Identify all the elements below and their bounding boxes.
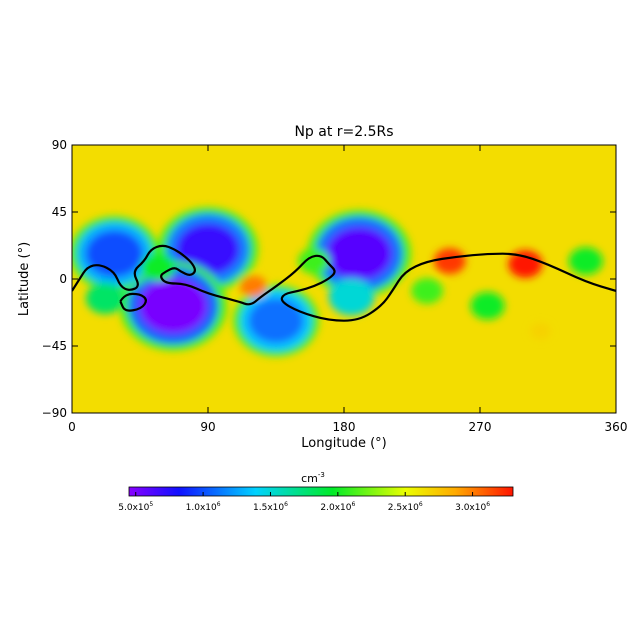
x-tick-label: 180 (333, 420, 356, 434)
density-feature-core (297, 248, 330, 275)
neutral-line-main (72, 244, 616, 322)
density-feature-core (248, 298, 304, 343)
x-tick-label: 90 (200, 420, 215, 434)
density-feature (239, 275, 267, 298)
density-feature (568, 247, 603, 275)
density-feature (233, 284, 319, 357)
density-feature-core (568, 247, 603, 275)
density-feature (508, 250, 543, 278)
x-tick-label: 0 (68, 420, 76, 434)
y-axis-label: Latitude (°) (17, 242, 32, 316)
colorbar-tick-label: 2.0x106 (320, 501, 355, 513)
colorbar: cm-3 5.0x105 1.0x106 1.5x106 2.0x106 2.5x106… (118, 471, 514, 513)
density-feature-core (326, 226, 393, 281)
neutral-line-loop (119, 292, 147, 312)
density-feature (530, 322, 551, 340)
y-tick-label: 0 (59, 272, 67, 286)
density-feature-core (433, 248, 466, 275)
x-axis-label: Longitude (°) (301, 436, 386, 451)
y-tick-label: 45 (52, 205, 67, 219)
density-feature (307, 210, 411, 298)
density-feature-core (411, 277, 444, 304)
density-feature (141, 253, 176, 281)
y-axis: −90 −45 0 45 90 (42, 138, 616, 420)
density-feature-core (239, 275, 267, 298)
colorbar-gradient (128, 486, 514, 497)
density-feature (85, 282, 125, 315)
density-feature (411, 277, 444, 304)
density-feature (72, 216, 159, 292)
neutral-line-contours (72, 244, 616, 322)
density-feature-core (141, 253, 176, 281)
density-feature (119, 260, 227, 351)
colorbar-tick-label: 2.5x106 (388, 501, 423, 513)
density-feature-core (85, 230, 143, 277)
colorbar-tick-label: 1.5x106 (253, 501, 288, 513)
density-feature-core (85, 282, 125, 315)
heatmap-area (72, 145, 616, 413)
colorbar-unit: cm-3 (301, 471, 325, 485)
chart-title: Np at r=2.5Rs (294, 124, 393, 140)
density-feature (470, 291, 505, 320)
x-tick-label: 270 (469, 420, 492, 434)
colorbar-tick-label: 1.0x106 (186, 501, 221, 513)
density-feature-core (530, 322, 551, 340)
x-tick-label: 360 (605, 420, 628, 434)
colorbar-tick-label: 3.0x106 (455, 501, 490, 513)
density-feature (297, 248, 330, 275)
y-tick-label: 90 (52, 138, 67, 152)
density-feature-core (328, 278, 375, 316)
y-tick-label: −45 (42, 339, 67, 353)
colorbar-tick-label: 5.0x105 (118, 501, 153, 513)
density-feature-core (139, 277, 208, 334)
density-feature-core (470, 291, 505, 320)
density-feature (433, 248, 466, 275)
x-axis: 0 90 180 270 360 (68, 145, 627, 434)
density-feature-core (508, 250, 543, 278)
density-feature (328, 278, 375, 316)
y-tick-label: −90 (42, 406, 67, 420)
